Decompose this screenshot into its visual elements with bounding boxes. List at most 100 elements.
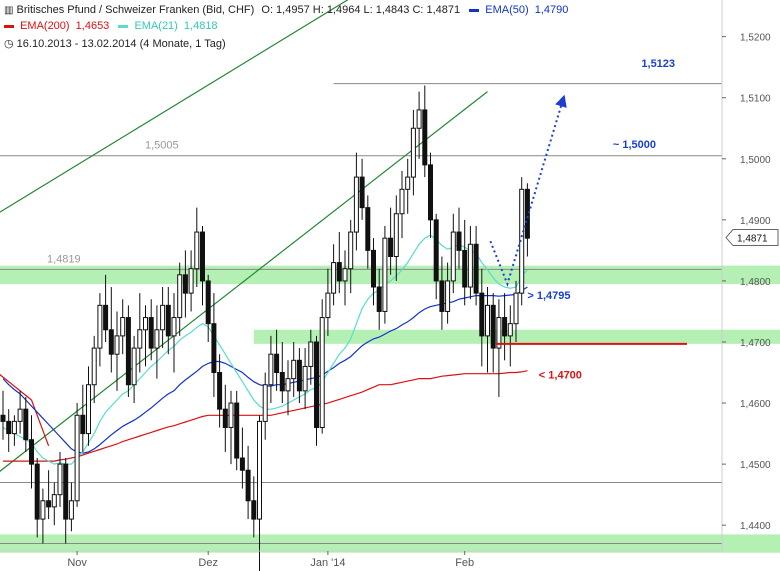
candle-body-20 — [114, 335, 120, 355]
ema50-legend-value: 1,4790 — [534, 4, 569, 16]
candle-body-29 — [165, 304, 171, 337]
candle-body-36 — [205, 280, 211, 325]
support-zone-1 — [0, 265, 780, 284]
candle-body-37 — [211, 323, 217, 374]
candle-body-58 — [331, 262, 337, 294]
candle-body-38 — [217, 372, 223, 410]
candle-body-22 — [125, 317, 131, 386]
trend-line-2 — [0, 0, 349, 213]
annotation-4: < 1,4700 — [539, 370, 582, 382]
candle-body-13 — [74, 414, 80, 502]
candle-body-2 — [11, 420, 17, 435]
candle-body-60 — [342, 268, 348, 282]
ema200-legend-value: 1,4653 — [75, 20, 110, 32]
candle-body-57 — [325, 292, 331, 319]
candle-body-80 — [456, 231, 462, 251]
level-label-1-5005: 1,5005 — [145, 140, 179, 152]
candle-body-42 — [239, 457, 245, 471]
candle-body-76 — [433, 219, 439, 282]
candle-body-4 — [23, 408, 29, 441]
candle-body-89 — [507, 323, 513, 337]
candle-body-75 — [428, 164, 433, 221]
candle-body-25 — [143, 317, 148, 331]
chart-header-line-3: ◷ 16.10.2013 - 13.02.2014 (4 Monate, 1 T… — [4, 37, 226, 50]
candle-body-23 — [131, 347, 137, 386]
candle-body-33 — [188, 268, 194, 294]
candle-body-74 — [422, 109, 428, 166]
y-tick-label-5: 1,4800 — [740, 277, 771, 288]
candle-body-1 — [6, 420, 12, 435]
candle-body-83 — [473, 243, 479, 294]
candle-body-85 — [485, 304, 490, 337]
candle-body-59 — [336, 262, 342, 282]
chart-header-line-2: EMA(200) 1,4653 EMA(21) 1,4818 — [4, 20, 218, 32]
candle-body-18 — [103, 304, 109, 331]
annotation-1: 1,5123 — [641, 58, 675, 70]
candle-body-9 — [51, 494, 57, 508]
ema21-legend-label: EMA(21) — [134, 20, 178, 32]
level-label-1-4819: 1,4819 — [47, 253, 81, 265]
candle-body-7 — [40, 500, 46, 520]
candle-body-31 — [177, 274, 183, 319]
support-zone-2 — [253, 329, 780, 344]
x-tick-label-1: Dez — [198, 557, 218, 569]
candle-body-66 — [376, 286, 382, 312]
ohlc-values: O: 1,4957 H: 1,4964 L: 1,4843 C: 1,4871 — [261, 4, 461, 16]
candle-body-27 — [154, 329, 160, 349]
y-tick-label-1: 1,4400 — [740, 521, 771, 532]
x-tick-label-3: Feb — [455, 557, 474, 569]
candle-body-92 — [524, 188, 530, 239]
candle-body-40 — [228, 402, 234, 428]
candle-body-68 — [388, 237, 394, 257]
candle-body-86 — [490, 304, 496, 349]
chart-header-line-1: ▥ Britisches Pfund / Schweizer Franken (… — [4, 4, 568, 16]
candle-body-72 — [410, 127, 416, 178]
down-trend-segment-2 — [30, 399, 50, 447]
candle-body-10 — [57, 463, 63, 496]
chart-type-icon: ▥ — [4, 5, 14, 16]
candle-body-16 — [91, 347, 97, 386]
y-tick-label-3: 1,4600 — [740, 399, 771, 410]
annotation-2: ~ 1,5000 — [613, 139, 656, 151]
candle-body-77 — [439, 280, 445, 312]
candle-body-78 — [445, 280, 451, 312]
ema21-legend-value: 1,4818 — [183, 20, 218, 32]
ema21-legend-swatch — [118, 24, 129, 28]
candle-body-70 — [399, 188, 405, 215]
candle-body-12 — [68, 500, 74, 520]
candle-body-71 — [405, 176, 411, 190]
candle-body-32 — [182, 274, 188, 294]
candle-body-5 — [29, 439, 34, 465]
candle-body-79 — [450, 231, 456, 282]
candle-body-53 — [302, 365, 308, 392]
candle-body-6 — [34, 463, 40, 520]
candle-body-55 — [314, 341, 319, 428]
candle-body-49 — [279, 372, 285, 392]
annotation-3: > 1,4795 — [527, 290, 570, 302]
y-tick-label-6: 1,4900 — [740, 216, 771, 227]
candle-body-82 — [467, 243, 473, 288]
candle-body-11 — [63, 463, 69, 520]
trend-line-1 — [0, 91, 488, 472]
date-range: 16.10.2013 - 13.02.2014 (4 Monate, 1 Tag… — [16, 38, 226, 50]
y-tick-label-9: 1,5200 — [740, 33, 771, 44]
x-tick-label-0: Nov — [67, 557, 87, 569]
candle-body-52 — [296, 359, 302, 392]
axis-zone-2 — [722, 329, 780, 344]
candle-body-15 — [86, 384, 91, 435]
x-tick-label-2: Jan '14 — [310, 557, 345, 569]
last-price-tag — [725, 229, 779, 247]
candle-body-48 — [274, 353, 280, 374]
candle-body-39 — [222, 408, 228, 428]
forecast-arrowhead — [555, 94, 567, 108]
ema50-legend-swatch — [469, 8, 480, 12]
y-axis-background — [722, 0, 780, 571]
candle-body-35 — [200, 231, 205, 282]
y-tick-label-4: 1,4700 — [740, 338, 771, 349]
candle-body-45 — [257, 420, 262, 520]
candle-body-24 — [137, 329, 143, 349]
ema50-legend-label: EMA(50) — [485, 4, 529, 16]
candle-body-8 — [46, 500, 52, 508]
